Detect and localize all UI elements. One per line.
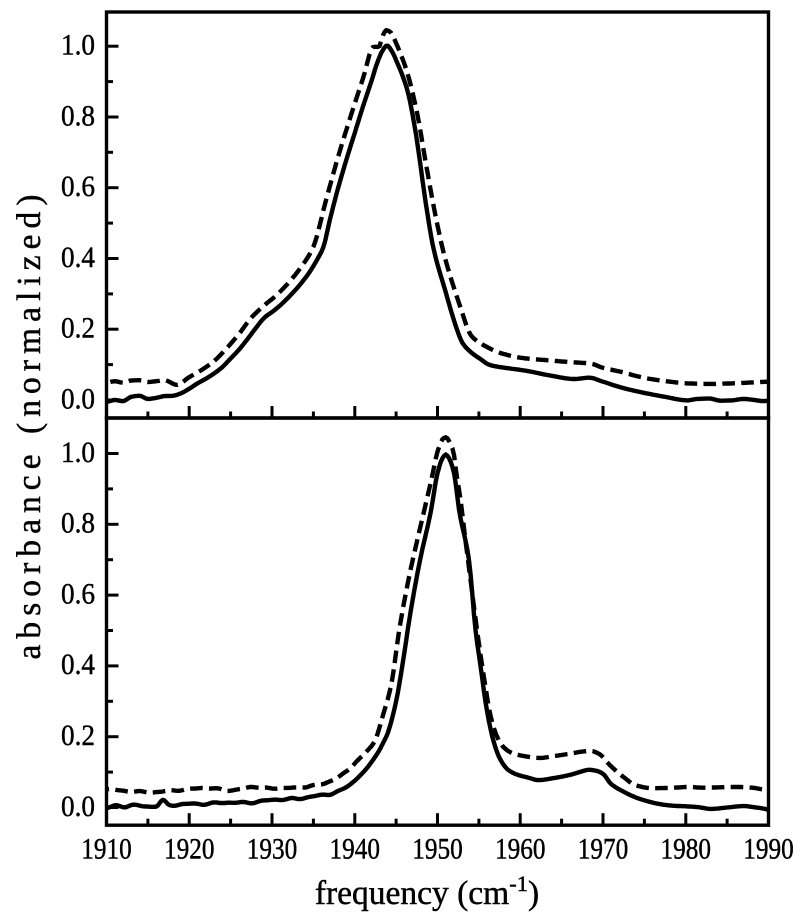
svg-text:0.4: 0.4 [61, 241, 95, 274]
svg-text:0.6: 0.6 [61, 170, 95, 203]
svg-text:0.8: 0.8 [61, 99, 95, 132]
svg-text:1930: 1930 [247, 833, 298, 866]
svg-text:0.2: 0.2 [61, 719, 95, 752]
svg-text:frequency (cm-1): frequency (cm-1) [315, 871, 539, 912]
svg-text:0.0: 0.0 [61, 382, 95, 415]
svg-text:0.0: 0.0 [61, 790, 95, 823]
svg-text:1910: 1910 [81, 833, 132, 866]
svg-text:1990: 1990 [743, 833, 794, 866]
svg-text:0.4: 0.4 [61, 648, 95, 681]
svg-text:1920: 1920 [164, 833, 215, 866]
svg-text:1940: 1940 [330, 833, 381, 866]
svg-text:0.2: 0.2 [61, 312, 95, 345]
svg-text:1950: 1950 [412, 833, 463, 866]
svg-text:1.0: 1.0 [61, 436, 95, 469]
svg-text:0.8: 0.8 [61, 507, 95, 540]
svg-text:1960: 1960 [495, 833, 546, 866]
svg-text:absorbance (normalized): absorbance (normalized) [11, 195, 48, 660]
svg-text:1.0: 1.0 [61, 29, 95, 62]
svg-text:1980: 1980 [661, 833, 712, 866]
svg-text:1970: 1970 [578, 833, 629, 866]
svg-text:0.6: 0.6 [61, 577, 95, 610]
